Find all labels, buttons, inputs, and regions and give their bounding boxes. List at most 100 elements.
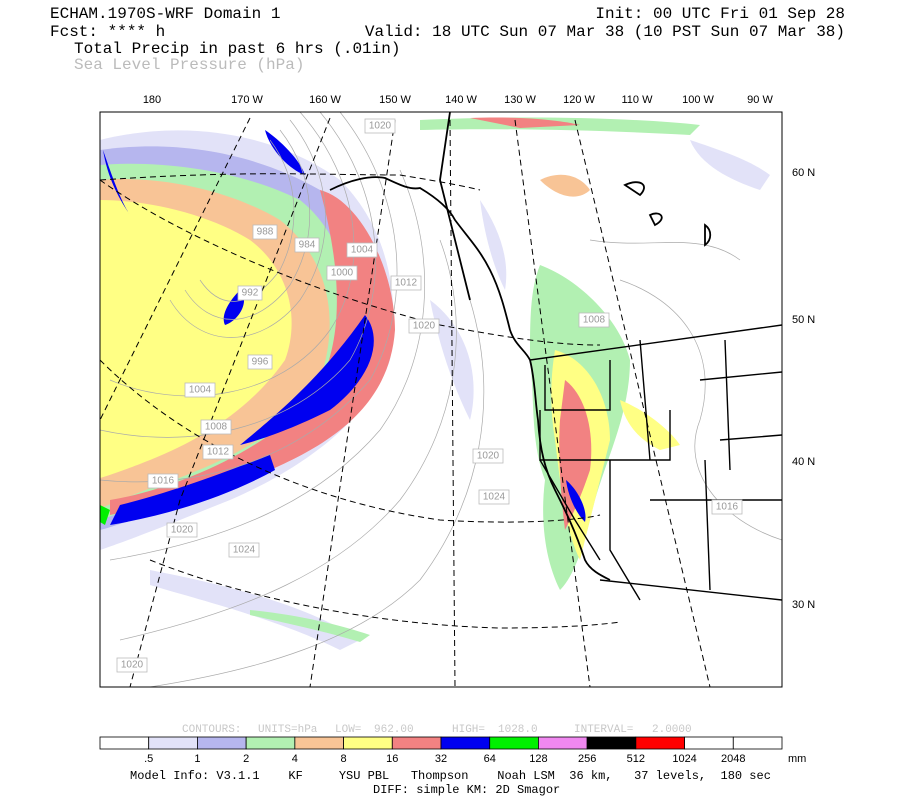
lon-label: 150 W bbox=[379, 94, 411, 106]
lon-label: 130 W bbox=[504, 94, 536, 106]
isobar-label-box bbox=[200, 419, 232, 435]
isobar-label-box bbox=[294, 237, 320, 253]
isobar-label-box bbox=[116, 657, 148, 673]
isobar-label-box bbox=[711, 499, 743, 515]
lat-label: 50 N bbox=[792, 314, 815, 326]
isobar-label-box bbox=[166, 522, 198, 538]
field-precip: Total Precip in past 6 hrs (.01in) bbox=[74, 40, 400, 58]
colorbar-label: 32 bbox=[435, 753, 447, 765]
isobar-label: 984 bbox=[299, 240, 316, 251]
contours-high: 1028.0 bbox=[498, 724, 538, 736]
colorbar-swatch bbox=[586, 736, 637, 750]
lon-label: 170 W bbox=[231, 94, 263, 106]
isobar-label: 1020 bbox=[171, 525, 194, 536]
colorbar-swatch bbox=[391, 736, 442, 750]
colorbar-label: 1024 bbox=[672, 753, 696, 765]
isobar-label-box bbox=[390, 275, 422, 291]
colorbar-swatch bbox=[489, 736, 539, 750]
isobar-label-box bbox=[202, 444, 234, 460]
isobar-label-box bbox=[346, 242, 378, 258]
lon-label: 120 W bbox=[563, 94, 595, 106]
isobars bbox=[100, 112, 782, 687]
valid-time: Valid: 18 UTC Sun 07 Mar 38 (10 PST Sun … bbox=[365, 23, 845, 41]
model-title: ECHAM.1970S-WRF Domain 1 bbox=[50, 5, 280, 23]
colorbar-swatch bbox=[294, 736, 344, 750]
colorbar-label: 2 bbox=[243, 753, 249, 765]
colorbar-swatch bbox=[440, 736, 491, 750]
colorbar-unit: mm bbox=[788, 753, 806, 765]
contours-interval-label: INTERVAL= bbox=[574, 724, 633, 736]
contours-label: CONTOURS: bbox=[182, 724, 241, 736]
precip-field bbox=[100, 117, 770, 650]
isobar-label-box bbox=[247, 354, 273, 370]
colorbar-label: 256 bbox=[578, 753, 596, 765]
isobar-label-box bbox=[147, 473, 179, 489]
isobar-label: 1008 bbox=[205, 422, 228, 433]
colorbar-swatch bbox=[732, 736, 783, 750]
contours-interval: 2.0000 bbox=[652, 724, 692, 736]
lon-label: 110 W bbox=[622, 94, 654, 106]
contours-low-label: LOW= bbox=[335, 724, 361, 736]
contours-high-label: HIGH= bbox=[452, 724, 485, 736]
coastlines bbox=[329, 112, 782, 601]
isobar-label: 1004 bbox=[351, 245, 374, 256]
isobar-label-box bbox=[184, 382, 216, 398]
colorbar-swatch bbox=[538, 736, 588, 750]
contours-units: UNITS=hPa bbox=[258, 724, 318, 736]
colorbar-label: .5 bbox=[144, 753, 153, 765]
colorbar-label: 1 bbox=[194, 753, 200, 765]
isobar-label: 1020 bbox=[121, 660, 144, 671]
lon-label: 160 W bbox=[309, 94, 341, 106]
colorbar-swatch bbox=[684, 736, 734, 750]
map: 180 170 W 160 W 150 W 140 W 130 W 120 W … bbox=[99, 94, 815, 688]
isobar-label-box bbox=[472, 448, 504, 464]
init-time: Init: 00 UTC Fri 01 Sep 28 bbox=[595, 5, 845, 23]
colorbar-label: 4 bbox=[292, 753, 298, 765]
model-info: Model Info: V3.1.1 KF YSU PBL Thompson N… bbox=[130, 769, 771, 783]
colorbar-label: 128 bbox=[529, 753, 547, 765]
colorbar-swatch bbox=[197, 736, 247, 750]
isobar-label: 1004 bbox=[189, 385, 212, 396]
contours-low: 962.00 bbox=[374, 724, 414, 736]
lat-label: 30 N bbox=[792, 599, 815, 611]
isobar-label: 1016 bbox=[152, 476, 175, 487]
field-pressure: Sea Level Pressure (hPa) bbox=[74, 56, 304, 74]
lon-label: 180 bbox=[143, 94, 161, 106]
isobar-label-box bbox=[228, 542, 260, 558]
isobar-label-box bbox=[364, 118, 396, 134]
map-frame bbox=[99, 111, 783, 688]
isobar-label: 1012 bbox=[207, 447, 230, 458]
colorbar-swatch bbox=[343, 736, 393, 750]
colorbar-label: 16 bbox=[386, 753, 398, 765]
colorbar-swatch bbox=[99, 736, 150, 750]
graticule bbox=[100, 117, 711, 687]
isobar-labels: 1020 988 984 1004 1000 1012 992 1020 1008 996 1004… bbox=[116, 118, 743, 673]
lat-label: 60 N bbox=[792, 167, 815, 179]
lat-label: 40 N bbox=[792, 456, 815, 468]
colorbar-swatch bbox=[245, 736, 296, 750]
colorbar-swatch bbox=[148, 736, 198, 750]
colorbar-label: 2048 bbox=[721, 753, 745, 765]
isobar-label: 992 bbox=[242, 288, 259, 299]
isobar-label: 1024 bbox=[233, 545, 256, 556]
isobar-label: 1012 bbox=[395, 278, 418, 289]
isobar-label-box bbox=[237, 285, 263, 301]
lon-label: 100 W bbox=[682, 94, 714, 106]
colorbar-label: 64 bbox=[484, 753, 496, 765]
colorbar-label: 512 bbox=[627, 753, 645, 765]
isobar-label: 1008 bbox=[583, 315, 606, 326]
isobar-label-box bbox=[326, 265, 358, 281]
diff-info: DIFF: simple KM: 2D Smagor bbox=[373, 783, 560, 797]
lon-label: 140 W bbox=[445, 94, 477, 106]
colorbar: .5 1 2 4 8 16 32 64 128 256 512 1024 2048 bbox=[99, 736, 783, 765]
isobar-label-box bbox=[252, 224, 278, 240]
colorbar-swatch bbox=[635, 736, 685, 750]
isobar-label: 996 bbox=[252, 357, 269, 368]
isobar-label: 1020 bbox=[413, 321, 436, 332]
colorbar-label: 8 bbox=[341, 753, 347, 765]
isobar-label: 1020 bbox=[477, 451, 500, 462]
isobar-label-box bbox=[478, 489, 510, 505]
isobar-label: 1016 bbox=[716, 502, 739, 513]
forecast-hour: Fcst: **** h bbox=[50, 23, 165, 41]
